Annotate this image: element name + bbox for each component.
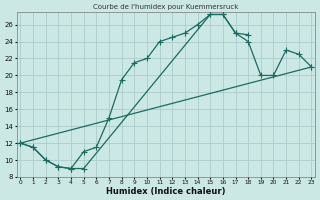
Title: Courbe de l'humidex pour Kuemmersruck: Courbe de l'humidex pour Kuemmersruck <box>93 4 239 10</box>
X-axis label: Humidex (Indice chaleur): Humidex (Indice chaleur) <box>106 187 226 196</box>
